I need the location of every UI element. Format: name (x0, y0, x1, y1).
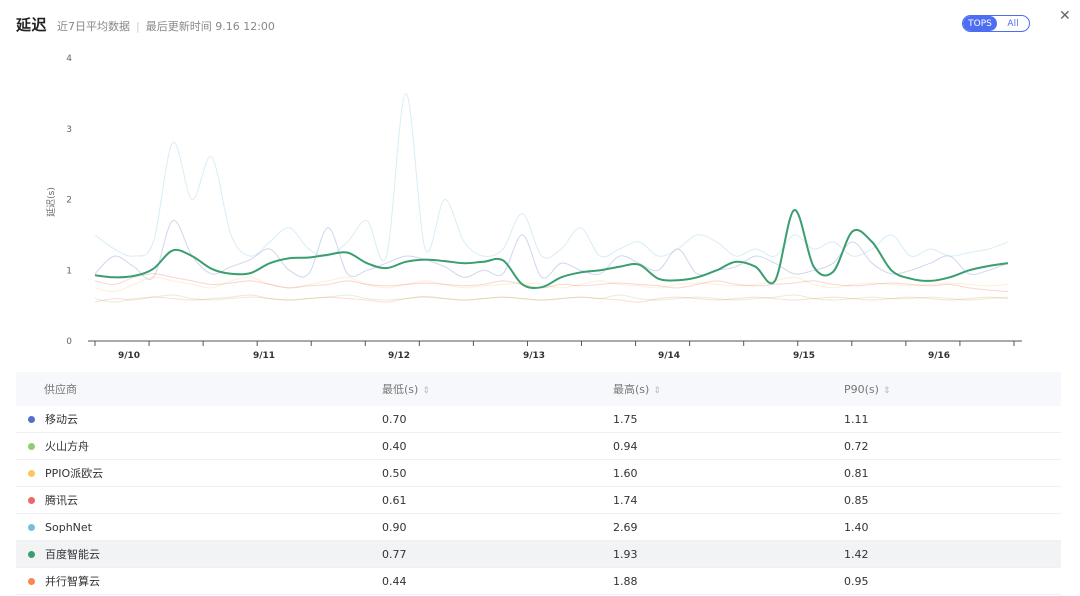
table-row[interactable]: PPIO派欧云 0.50 1.60 0.81 (16, 460, 1061, 487)
provider-table: 供应商 最低(s) ⇕ 最高(s) ⇕ P90(s) ⇕ 移动云 0.70 1.75 1.1… (16, 372, 1061, 595)
min-cell: 0.50 (382, 466, 407, 480)
x-tick-label: 9/14 (658, 351, 680, 361)
series-color-dot (28, 577, 35, 585)
series-line-faint (94, 92, 1009, 262)
table-row[interactable]: 火山方舟 0.40 0.94 0.72 (16, 433, 1061, 460)
latency-chart: 0 1 2 3 4 延迟(s) 9/10 9/11 9/12 9/13 9/14 9/15 9/16 (45, 54, 1022, 361)
sort-icon[interactable]: ⇕ (422, 386, 430, 396)
provider-name: 移动云 (45, 413, 78, 426)
x-tick-label: 9/16 (928, 351, 950, 361)
y-tick-label: 4 (66, 54, 72, 64)
col-max[interactable]: 最高(s) ⇕ (613, 381, 844, 397)
max-cell: 2.69 (613, 520, 638, 534)
provider-cell: 百度智能云 (16, 546, 382, 562)
series-color-dot (28, 469, 35, 477)
x-tick-label: 9/10 (118, 351, 140, 361)
y-axis-label: 延迟(s) (45, 187, 57, 217)
y-tick-label: 1 (66, 266, 72, 276)
last-updated-text: 最后更新时间 9.16 12:00 (145, 20, 275, 33)
series-color-dot (28, 415, 35, 423)
y-tick-label: 0 (66, 337, 72, 347)
close-icon[interactable]: ✕ (1059, 8, 1071, 24)
y-tick-label: 3 (66, 125, 72, 135)
x-tick-label: 9/11 (253, 351, 275, 361)
y-tick-label: 2 (66, 196, 72, 206)
max-cell: 1.74 (613, 493, 638, 507)
series-color-dot (28, 442, 35, 450)
col-min[interactable]: 最低(s) ⇕ (382, 381, 613, 397)
toggle-all-option[interactable]: All (1007, 18, 1019, 29)
header: 延迟 近7日平均数据 | 最后更新时间 9.16 12:00 (16, 14, 275, 35)
provider-cell: SophNet (16, 521, 382, 534)
table-header: 供应商 最低(s) ⇕ 最高(s) ⇕ P90(s) ⇕ (16, 372, 1061, 406)
p90-cell: 1.42 (844, 547, 869, 561)
provider-cell: PPIO派欧云 (16, 465, 382, 481)
series-line-faint (94, 294, 1009, 303)
page-title: 延迟 (16, 16, 48, 34)
p90-cell: 0.85 (844, 493, 869, 507)
max-cell: 1.93 (613, 547, 638, 561)
col-max-label: 最高(s) (613, 383, 650, 396)
max-cell: 1.60 (613, 466, 638, 480)
min-cell: 0.44 (382, 574, 407, 588)
provider-cell: 腾讯云 (16, 492, 382, 508)
max-cell: 0.94 (613, 439, 638, 453)
provider-name: PPIO派欧云 (45, 467, 104, 480)
table-row[interactable]: SophNet 0.90 2.69 1.40 (16, 514, 1061, 541)
series-line-highlight (94, 209, 1009, 290)
min-cell: 0.90 (382, 520, 407, 534)
p90-cell: 0.95 (844, 574, 869, 588)
series-color-dot (28, 523, 35, 531)
col-p90-label: P90(s) (844, 382, 879, 396)
toggle-tops-option[interactable]: TOPS (963, 16, 997, 31)
x-tick-label: 9/13 (523, 351, 545, 361)
page-subtitle: 近7日平均数据 (57, 20, 131, 33)
x-tick-label: 9/12 (388, 351, 410, 361)
provider-cell: 并行智算云 (16, 573, 382, 589)
min-cell: 0.70 (382, 412, 407, 426)
x-tick-label: 9/15 (793, 351, 815, 361)
max-cell: 1.88 (613, 574, 638, 588)
p90-cell: 0.81 (844, 466, 869, 480)
p90-cell: 1.11 (844, 412, 869, 426)
col-min-label: 最低(s) (382, 383, 419, 396)
provider-cell: 移动云 (16, 411, 382, 427)
table-row[interactable]: 并行智算云 0.44 1.88 0.95 (16, 568, 1061, 595)
provider-cell: 火山方舟 (16, 438, 382, 454)
p90-cell: 1.40 (844, 520, 869, 534)
provider-name: 百度智能云 (45, 548, 100, 561)
series-line-faint (94, 273, 1009, 292)
series-line-faint (94, 294, 1009, 303)
min-cell: 0.77 (382, 547, 407, 561)
sort-icon[interactable]: ⇕ (653, 386, 661, 396)
tops-all-toggle[interactable]: TOPS All (962, 15, 1030, 32)
min-cell: 0.61 (382, 493, 407, 507)
series-line-faint (94, 276, 1009, 293)
series-color-dot (28, 550, 35, 558)
provider-name: 火山方舟 (45, 440, 89, 453)
table-body: 移动云 0.70 1.75 1.11 火山方舟 0.40 0.94 0.72 PPIO派欧云 0.… (16, 406, 1061, 595)
max-cell: 1.75 (613, 412, 638, 426)
provider-name: 并行智算云 (45, 575, 100, 588)
sort-icon[interactable]: ⇕ (882, 385, 891, 396)
series-line-faint (94, 220, 1009, 280)
p90-cell: 0.72 (844, 439, 869, 453)
divider: | (136, 20, 140, 33)
table-row[interactable]: 腾讯云 0.61 1.74 0.85 (16, 487, 1061, 514)
table-row[interactable]: 移动云 0.70 1.75 1.11 (16, 406, 1061, 433)
col-p90[interactable]: P90(s) ⇕ (844, 383, 1061, 396)
provider-name: 腾讯云 (45, 494, 78, 507)
table-row[interactable]: 百度智能云 0.77 1.93 1.42 (16, 541, 1061, 568)
col-provider: 供应商 (44, 383, 77, 396)
series-color-dot (28, 496, 35, 504)
provider-name: SophNet (45, 520, 92, 534)
min-cell: 0.40 (382, 439, 407, 453)
